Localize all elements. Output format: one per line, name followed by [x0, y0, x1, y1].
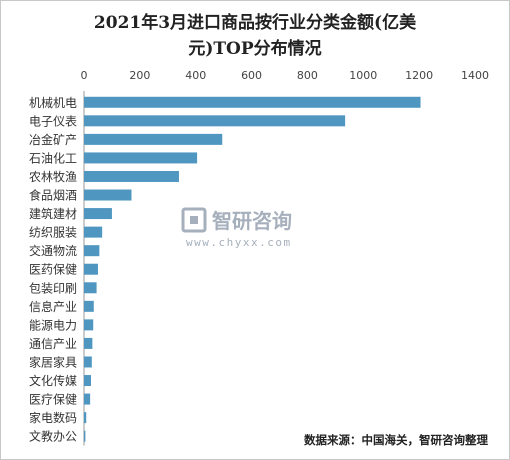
x-tick-label: 600 — [241, 69, 262, 82]
bar — [84, 375, 91, 387]
category-label: 机械机电 — [29, 95, 77, 110]
category-label: 家电数码 — [29, 410, 77, 425]
category-label: 文教办公 — [29, 429, 77, 444]
watermark-url: www.chyxx.com — [186, 236, 292, 249]
bar — [84, 133, 223, 145]
chart-title: 2021年3月进口商品按行业分类金额(亿美 元)TOP分布情况 — [0, 10, 510, 62]
bar — [84, 245, 100, 257]
bar — [84, 356, 92, 368]
category-label: 电子仪表 — [29, 114, 77, 128]
category-label: 纺织服装 — [29, 226, 77, 240]
bar — [84, 208, 112, 220]
category-labels: 机械机电电子仪表冶金矿产石油化工农林牧渔食品烟酒建筑建材纺织服装交通物流医药保健… — [29, 95, 77, 444]
bar — [84, 300, 94, 312]
bar — [84, 263, 98, 275]
bar — [84, 170, 179, 182]
bar — [84, 430, 86, 442]
bar — [84, 282, 97, 294]
category-label: 家居家具 — [29, 354, 77, 369]
x-tick-label: 800 — [297, 69, 318, 82]
x-tick-label: 0 — [81, 69, 88, 82]
bar — [84, 115, 346, 127]
bar — [84, 96, 421, 108]
watermark-logo-icon — [181, 207, 207, 233]
category-label: 农林牧渔 — [29, 170, 77, 184]
x-tick-label: 1400 — [461, 69, 489, 82]
bar — [84, 189, 132, 201]
category-label: 通信产业 — [29, 337, 77, 351]
category-label: 信息产业 — [29, 299, 77, 314]
category-label: 文化传媒 — [29, 373, 77, 388]
bar — [84, 412, 87, 424]
source-note: 数据来源：中国海关，智研咨询整理 — [304, 433, 488, 447]
category-label: 医药保健 — [29, 263, 77, 277]
category-label: 石油化工 — [29, 151, 77, 165]
bars — [84, 96, 421, 442]
category-label: 建筑建材 — [29, 206, 77, 221]
x-tick-label: 200 — [129, 69, 150, 82]
chart-title-line-1: 2021年3月进口商品按行业分类金额(亿美 — [93, 13, 417, 33]
x-tick-label: 1000 — [349, 69, 377, 82]
category-label: 冶金矿产 — [29, 132, 77, 147]
bar — [84, 152, 198, 164]
bar — [84, 337, 93, 349]
category-label: 食品烟酒 — [29, 188, 77, 203]
chart-title-line-2: 元)TOP分布情况 — [188, 39, 322, 59]
x-tick-label: 1200 — [405, 69, 433, 82]
watermark: 智研咨询 www.chyxx.com — [181, 207, 292, 249]
x-tick-label: 400 — [185, 69, 206, 82]
watermark-brand: 智研咨询 — [212, 209, 292, 233]
category-label: 能源电力 — [29, 318, 77, 332]
category-label: 包装印刷 — [29, 281, 77, 295]
bar — [84, 226, 103, 238]
bar — [84, 319, 94, 331]
watermark-logo-icon-inner — [190, 216, 198, 224]
bar — [84, 393, 91, 405]
category-label: 医疗保健 — [29, 393, 77, 407]
category-label: 交通物流 — [29, 243, 77, 258]
